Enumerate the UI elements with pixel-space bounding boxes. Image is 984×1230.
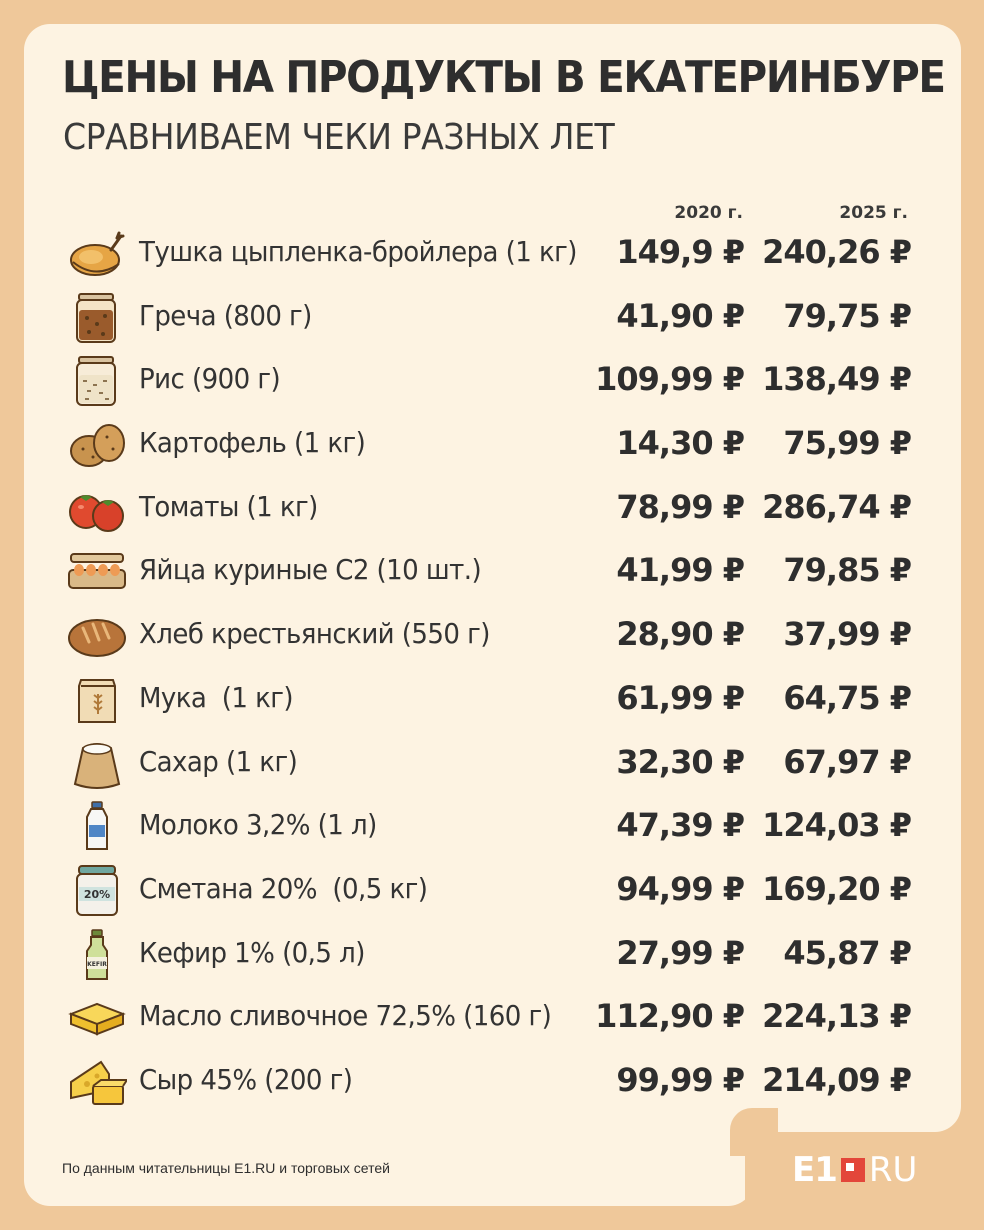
- price-2020: 94,99 ₽: [616, 869, 745, 908]
- price-2020: 47,39 ₽: [616, 806, 745, 845]
- price-2025: 138,49 ₽: [762, 360, 912, 399]
- table-row: Молоко 3,2% (1 л) 47,39 ₽ 124,03 ₽: [0, 796, 984, 860]
- logo-square-icon: [840, 1158, 865, 1182]
- table-row: Томаты (1 кг) 78,99 ₽ 286,74 ₽: [0, 478, 984, 542]
- price-2020: 112,90 ₽: [595, 997, 745, 1036]
- product-name: Сахар (1 кг): [139, 744, 298, 778]
- table-row: Греча (800 г) 41,90 ₽ 79,75 ₽: [0, 287, 984, 351]
- buckwheat-jar-icon: [66, 292, 128, 344]
- table-row: Сахар (1 кг) 32,30 ₽ 67,97 ₽: [0, 733, 984, 797]
- table-row: Масло сливочное 72,5% (160 г) 112,90 ₽ 2…: [0, 987, 984, 1051]
- price-2025: 79,85 ₽: [783, 551, 912, 590]
- product-name: Рис (900 г): [139, 362, 281, 396]
- table-row: Тушка цыпленка-бройлера (1 кг) 149,9 ₽ 2…: [0, 223, 984, 287]
- price-2020: 41,90 ₽: [616, 296, 745, 335]
- price-2025: 286,74 ₽: [762, 487, 912, 526]
- sugar-sack-icon: [66, 738, 128, 790]
- column-header-2025: 2025 г.: [839, 203, 908, 223]
- price-2025: 79,75 ₽: [783, 296, 912, 335]
- table-row: Картофель (1 кг) 14,30 ₽ 75,99 ₽: [0, 414, 984, 478]
- kefir-bottle-icon: KEFIR: [66, 928, 128, 981]
- product-name: Картофель (1 кг): [139, 426, 366, 460]
- price-2025: 67,97 ₽: [783, 742, 912, 781]
- page-title: ЦЕНЫ НА ПРОДУКТЫ В ЕКАТЕРИНБУРЕ: [62, 52, 946, 103]
- product-name: Тушка цыпленка-бройлера (1 кг): [139, 235, 577, 268]
- logo-ru-text: RU: [868, 1150, 918, 1190]
- table-row: KEFIR Кефир 1% (0,5 л) 27,99 ₽ 45,87 ₽: [0, 924, 984, 988]
- product-name: Молоко 3,2% (1 л): [139, 808, 377, 842]
- flour-bag-icon: [66, 674, 128, 726]
- price-2025: 37,99 ₽: [783, 615, 912, 654]
- product-name: Томаты (1 кг): [139, 489, 318, 523]
- roast-chicken-icon: [66, 228, 128, 280]
- product-name: Сыр 45% (200 г): [139, 1062, 353, 1096]
- product-name: Хлеб крестьянский (550 г): [139, 617, 490, 651]
- price-2020: 78,99 ₽: [616, 487, 745, 526]
- price-2025: 240,26 ₽: [762, 233, 912, 271]
- price-2025: 169,20 ₽: [762, 869, 912, 908]
- table-row: Мука (1 кг) 61,99 ₽ 64,75 ₽: [0, 669, 984, 733]
- table-row: Сыр 45% (200 г) 99,99 ₽ 214,09 ₽: [0, 1051, 984, 1115]
- price-2020: 14,30 ₽: [616, 424, 745, 463]
- table-row: Яйца куриные С2 (10 шт.) 41,99 ₽ 79,85 ₽: [0, 541, 984, 605]
- product-name: Сметана 20% (0,5 кг): [139, 871, 428, 905]
- e1-logo: E1 RU: [792, 1150, 917, 1190]
- table-row: Хлеб крестьянский (550 г) 28,90 ₽ 37,99 …: [0, 605, 984, 669]
- table-row: 20% Сметана 20% (0,5 кг) 94,99 ₽ 169,20 …: [0, 860, 984, 924]
- price-2025: 214,09 ₽: [762, 1060, 912, 1099]
- product-name: Греча (800 г): [139, 298, 312, 332]
- column-header-2020: 2020 г.: [674, 203, 743, 223]
- price-2020: 41,99 ₽: [616, 551, 745, 590]
- price-2020: 61,99 ₽: [616, 678, 745, 717]
- price-2025: 75,99 ₽: [783, 424, 912, 463]
- cheese-icon: [66, 1056, 128, 1108]
- content-card: [24, 24, 961, 1132]
- product-name: Мука (1 кг): [139, 680, 294, 714]
- butter-icon: [66, 992, 128, 1044]
- price-2025: 224,13 ₽: [762, 997, 912, 1036]
- kefir-label: KEFIR: [87, 961, 107, 968]
- table-row: Рис (900 г) 109,99 ₽ 138,49 ₽: [0, 350, 984, 414]
- sour-cream-jar-icon: 20%: [66, 864, 128, 917]
- price-2025: 45,87 ₽: [783, 933, 912, 972]
- price-table: Тушка цыпленка-бройлера (1 кг) 149,9 ₽ 2…: [0, 223, 984, 1115]
- egg-carton-icon: [66, 546, 128, 598]
- source-note: По данным читательницы E1.RU и торговых …: [62, 1160, 390, 1176]
- tomato-icon: [66, 483, 128, 535]
- page-subtitle: СРАВНИВАЕМ ЧЕКИ РАЗНЫХ ЛЕТ: [63, 117, 615, 158]
- bread-loaf-icon: [66, 610, 128, 662]
- potato-icon: [66, 419, 128, 471]
- price-2020: 27,99 ₽: [616, 933, 745, 972]
- sour-cream-label: 20%: [84, 888, 110, 901]
- price-2020: 149,9 ₽: [616, 233, 745, 271]
- logo-e1-text: E1: [792, 1150, 838, 1190]
- price-2020: 109,99 ₽: [595, 360, 745, 399]
- price-2020: 32,30 ₽: [616, 742, 745, 781]
- product-name: Кефир 1% (0,5 л): [139, 935, 365, 969]
- content-card-footer: [24, 1100, 754, 1206]
- price-2020: 99,99 ₽: [616, 1060, 745, 1099]
- price-2020: 28,90 ₽: [616, 615, 745, 654]
- milk-bottle-icon: [66, 801, 128, 853]
- price-2025: 64,75 ₽: [783, 678, 912, 717]
- product-name: Масло сливочное 72,5% (160 г): [139, 999, 552, 1033]
- price-2025: 124,03 ₽: [762, 806, 912, 845]
- rice-jar-icon: [66, 355, 128, 407]
- product-name: Яйца куриные С2 (10 шт.): [139, 553, 482, 587]
